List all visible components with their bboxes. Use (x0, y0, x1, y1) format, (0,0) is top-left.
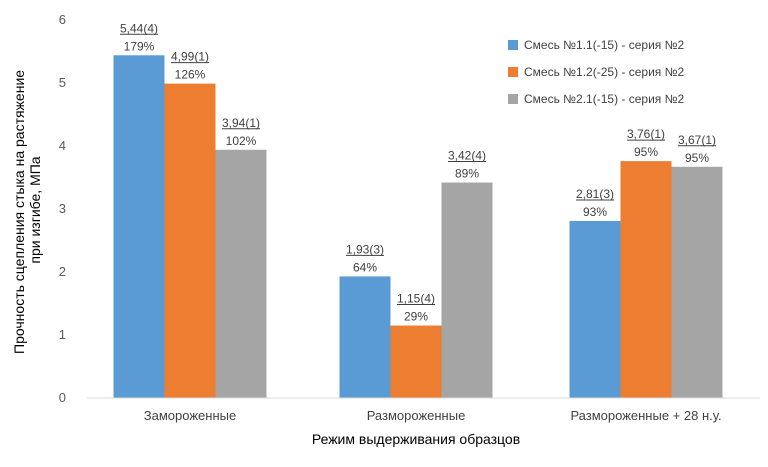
data-label-percent: 102% (226, 134, 257, 148)
data-label-percent: 95% (685, 151, 709, 165)
y-tick-label: 2 (59, 264, 66, 279)
data-label-value: 4,99(1) (171, 50, 209, 64)
legend-swatch (508, 94, 518, 104)
y-axis-title: Прочность сцепления стыка на растяжение … (11, 66, 43, 354)
data-label-percent: 93% (583, 205, 607, 219)
data-label-value: 3,67(1) (678, 133, 716, 147)
bar (390, 325, 442, 398)
y-tick-label: 5 (59, 75, 66, 90)
data-label-percent: 29% (404, 310, 428, 324)
bars (113, 55, 723, 398)
legend-swatch (508, 40, 518, 50)
data-label-percent: 179% (124, 39, 155, 53)
bar (441, 182, 493, 398)
data-label-percent: 89% (455, 167, 479, 181)
data-label-value: 1,93(3) (346, 242, 384, 256)
bar (620, 161, 672, 398)
bar (164, 83, 216, 398)
y-tick-label: 3 (59, 201, 66, 216)
x-axis-categories: Замороженные Размороженные Размороженные +… (144, 408, 722, 423)
legend-label: Смесь №2.1(-15) - серия №2 (524, 92, 684, 106)
bar (339, 276, 391, 398)
data-labels: 5,44(4) 179% 4,99(1) 126% 3,94(1) 102% 1,93(3)… (119, 21, 717, 324)
data-label-value: 3,42(4) (448, 149, 486, 163)
data-label-percent: 64% (353, 260, 377, 274)
y-tick-label: 1 (59, 327, 66, 342)
x-category-label: Размороженные + 28 н.у. (570, 408, 721, 423)
bar (569, 220, 621, 398)
legend: Смесь №1.1(-15) - серия №2 Смесь №1.2(-25… (508, 38, 684, 106)
bar (671, 166, 723, 398)
x-category-label: Размороженные (367, 408, 466, 423)
y-tick-label: 4 (59, 138, 66, 153)
data-label-value: 3,94(1) (222, 116, 260, 130)
y-tick-label: 6 (59, 12, 66, 27)
y-tick-label: 0 (59, 390, 66, 405)
legend-label: Смесь №1.1(-15) - серия №2 (524, 38, 684, 52)
data-label-value: 3,76(1) (627, 127, 665, 141)
legend-swatch (508, 67, 518, 77)
data-label-percent: 95% (634, 145, 658, 159)
data-label-percent: 126% (175, 68, 206, 82)
bar (215, 149, 267, 398)
y-axis-ticks: 0 1 2 3 4 5 6 (59, 12, 66, 405)
x-category-label: Замороженные (144, 408, 236, 423)
data-label-value: 2,81(3) (576, 187, 614, 201)
bar (113, 55, 165, 398)
x-axis-title: Режим выдерживания образцов (312, 431, 520, 447)
legend-label: Смесь №1.2(-25) - серия №2 (524, 65, 684, 79)
data-label-value: 1,15(4) (397, 292, 435, 306)
y-axis-title-line-2: при изгибе, МПа (27, 156, 43, 263)
data-label-value: 5,44(4) (120, 21, 158, 35)
y-axis-title-line-1: Прочность сцепления стыка на растяжение (11, 70, 27, 354)
